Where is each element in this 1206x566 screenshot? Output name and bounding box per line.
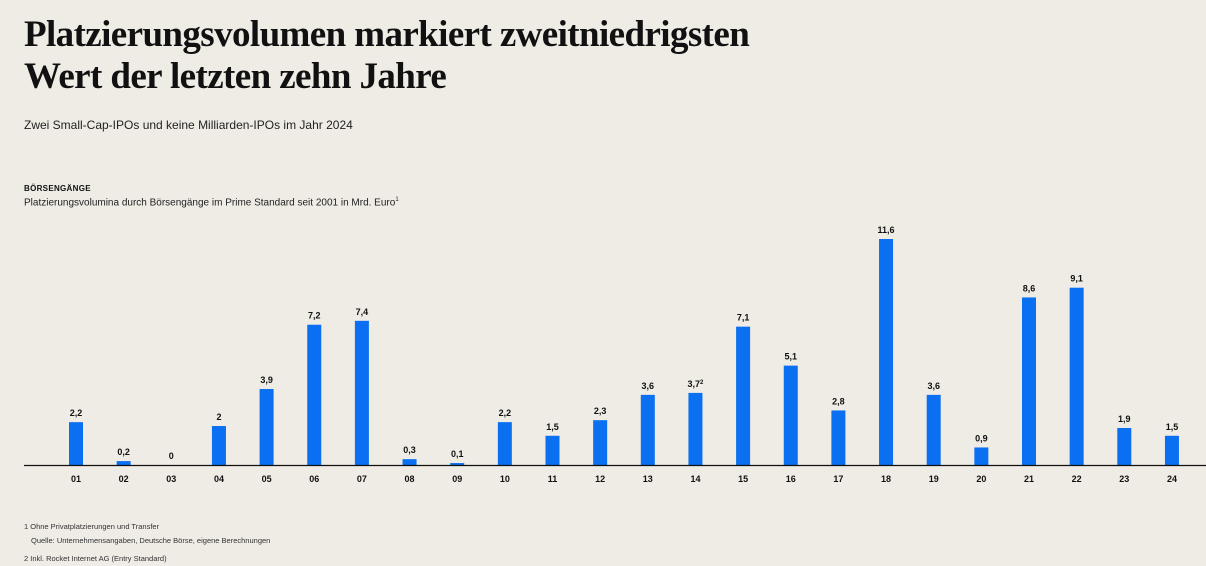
bar-14 — [688, 392, 703, 465]
x-tick-label-09: 09 — [452, 474, 462, 484]
data-label-02: 0,2 — [117, 447, 130, 457]
bar-05 — [259, 389, 274, 465]
chart-title-line-2: Wert der letzten zehn Jahre — [24, 56, 447, 97]
x-tick-label-21: 21 — [1024, 474, 1034, 484]
data-label-20: 0,9 — [975, 433, 988, 443]
x-tick-label-15: 15 — [738, 474, 748, 484]
bar-02 — [116, 461, 131, 465]
data-label-08: 0,3 — [403, 445, 416, 455]
x-tick-label-04: 04 — [214, 474, 224, 484]
bar-13 — [640, 394, 655, 465]
x-tick-label-19: 19 — [929, 474, 939, 484]
data-label-11: 1,5 — [546, 422, 559, 432]
bar-08 — [402, 459, 417, 465]
chart-subtitle: Zwei Small-Cap-IPOs und keine Milliarden… — [24, 118, 353, 132]
x-tick-label-22: 22 — [1072, 474, 1082, 484]
bar-12 — [593, 420, 608, 465]
x-tick-label-07: 07 — [357, 474, 367, 484]
bar-19 — [926, 394, 941, 465]
data-label-06: 7,2 — [308, 311, 321, 321]
x-tick-label-11: 11 — [548, 474, 558, 484]
data-label-14: 3,72 — [688, 379, 705, 389]
data-label-01: 2,2 — [70, 408, 83, 418]
bar-chart: 2,2010,2020032043,9057,2067,4070,3080,10… — [24, 225, 1206, 484]
x-tick-label-14: 14 — [690, 474, 700, 484]
bar-15 — [736, 326, 751, 465]
x-tick-label-12: 12 — [595, 474, 605, 484]
x-tick-label-24: 24 — [1167, 474, 1177, 484]
section-description-text: Platzierungsvolumina durch Börsengänge i… — [24, 197, 396, 209]
bar-17 — [831, 410, 846, 465]
x-tick-label-16: 16 — [786, 474, 796, 484]
data-label-15: 7,1 — [737, 313, 750, 323]
bar-11 — [545, 435, 560, 465]
footnote-1: 1 Ohne Privatplatzierungen und Transfer — [24, 522, 160, 531]
section-label: BÖRSENGÄNGE — [24, 184, 91, 193]
bar-16 — [783, 365, 798, 465]
x-tick-label-17: 17 — [833, 474, 843, 484]
data-label-16: 5,1 — [784, 352, 797, 362]
bar-23 — [1117, 427, 1132, 465]
data-label-03: 0 — [169, 451, 174, 461]
data-label-09: 0,1 — [451, 449, 464, 459]
bar-22 — [1069, 287, 1084, 465]
data-label-17: 2,8 — [832, 396, 845, 406]
x-tick-label-01: 01 — [71, 474, 81, 484]
bar-18 — [879, 239, 894, 465]
data-label-10: 2,2 — [499, 408, 512, 418]
data-label-21: 8,6 — [1023, 283, 1036, 293]
section-description: Platzierungsvolumina durch Börsengänge i… — [24, 197, 399, 208]
bar-04 — [211, 426, 226, 465]
section-description-footnote-mark: 1 — [395, 197, 399, 203]
x-tick-label-18: 18 — [881, 474, 891, 484]
data-label-22: 9,1 — [1070, 274, 1083, 284]
data-label-04: 2 — [216, 412, 221, 422]
bar-09 — [450, 463, 465, 465]
chart-title: Platzierungsvolumen markiert zweitniedri… — [24, 14, 1024, 98]
x-tick-label-05: 05 — [262, 474, 272, 484]
data-label-23: 1,9 — [1118, 414, 1131, 424]
bar-06 — [307, 324, 322, 465]
data-label-footnote-14: 2 — [700, 380, 704, 386]
data-label-07: 7,4 — [356, 307, 369, 317]
footnotes: 1 Ohne Privatplatzierungen und Transfer … — [24, 520, 270, 566]
x-tick-label-23: 23 — [1119, 474, 1129, 484]
x-tick-label-03: 03 — [166, 474, 176, 484]
x-tick-label-13: 13 — [643, 474, 653, 484]
x-tick-label-06: 06 — [309, 474, 319, 484]
data-label-13: 3,6 — [642, 381, 655, 391]
bar-10 — [497, 422, 512, 465]
x-tick-label-02: 02 — [119, 474, 129, 484]
data-label-18: 11,6 — [878, 225, 895, 235]
bar-20 — [974, 447, 989, 465]
bar-21 — [1022, 297, 1036, 465]
chart-title-line-1: Platzierungsvolumen markiert zweitniedri… — [24, 14, 750, 55]
bar-07 — [354, 320, 369, 465]
x-tick-label-08: 08 — [405, 474, 415, 484]
data-label-05: 3,9 — [260, 375, 273, 385]
data-label-24: 1,5 — [1166, 422, 1179, 432]
footnote-2: 2 Inkl. Rocket Internet AG (Entry Standa… — [24, 554, 167, 563]
x-tick-label-10: 10 — [500, 474, 510, 484]
bar-01 — [69, 422, 83, 465]
data-label-19: 3,6 — [927, 381, 940, 391]
x-tick-label-20: 20 — [976, 474, 986, 484]
bar-24 — [1164, 435, 1179, 465]
data-label-12: 2,3 — [594, 406, 607, 416]
footnote-source: Quelle: Unternehmensangaben, Deutsche Bö… — [31, 536, 271, 545]
